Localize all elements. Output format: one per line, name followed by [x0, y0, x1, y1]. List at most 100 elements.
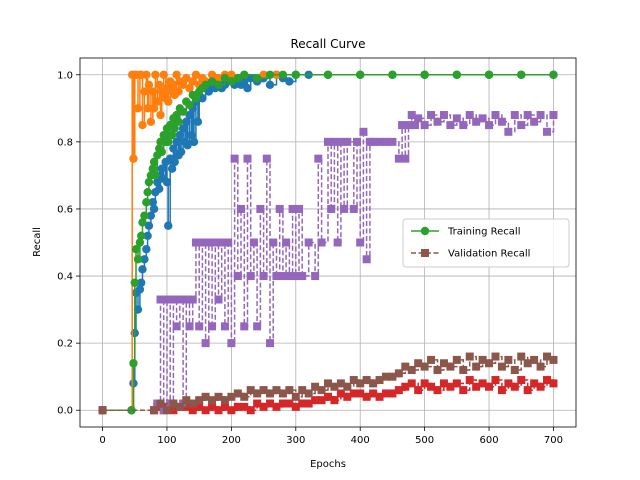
data-point [167, 164, 177, 173]
data-point [233, 402, 242, 411]
data-point [246, 272, 255, 281]
data-point [224, 238, 233, 247]
data-point [465, 376, 474, 385]
x-axis: 0 100 200 300 400 500 600 700 [99, 427, 563, 446]
data-point [140, 87, 149, 96]
data-point [157, 164, 167, 173]
data-point [549, 111, 558, 120]
data-point [156, 110, 165, 120]
data-point [394, 386, 403, 395]
data-point [246, 406, 255, 415]
data-point [517, 352, 526, 361]
data-point [485, 121, 494, 130]
data-point [220, 322, 229, 331]
data-point [401, 382, 410, 391]
data-point [138, 265, 147, 274]
data-point [204, 87, 214, 96]
data-point [291, 272, 300, 281]
data-point [333, 238, 342, 247]
data-point [198, 94, 207, 103]
data-point [465, 111, 474, 120]
data-point [324, 137, 332, 146]
data-point [343, 382, 352, 391]
data-point [324, 379, 332, 388]
legend-item: Validation Recall [411, 249, 530, 260]
data-point [167, 130, 177, 140]
data-point [266, 339, 275, 348]
data-point [478, 114, 487, 123]
data-point [130, 278, 139, 287]
data-point [253, 389, 262, 398]
data-point [211, 238, 220, 247]
data-point [407, 379, 416, 388]
data-point [259, 386, 268, 395]
data-point [543, 352, 552, 361]
data-point [143, 231, 152, 240]
data-point [146, 211, 156, 220]
data-point [127, 406, 136, 415]
data-point [182, 396, 191, 405]
data-point [459, 121, 468, 130]
data-point [135, 285, 145, 294]
data-point [517, 121, 526, 130]
data-point [233, 272, 242, 281]
data-point [394, 369, 403, 378]
data-point [98, 406, 107, 415]
data-point [175, 402, 184, 411]
plot-area [98, 70, 558, 415]
data-point [131, 245, 141, 254]
data-point [143, 187, 152, 197]
data-point [375, 392, 384, 401]
data-point [220, 73, 230, 83]
data-point [317, 386, 326, 395]
data-point [149, 104, 159, 113]
data-point [133, 305, 143, 314]
data-point [201, 406, 210, 415]
legend-item: Training Recall [411, 227, 520, 238]
data-point [240, 77, 249, 86]
data-point [175, 295, 184, 304]
data-point [220, 402, 229, 411]
data-point [133, 255, 143, 264]
data-point [304, 389, 313, 398]
x-tick-label: 0 [99, 435, 105, 446]
data-point [172, 70, 181, 79]
legend: Training Recall Validation Recall [402, 218, 570, 268]
data-point [237, 204, 246, 213]
data-point [148, 164, 157, 173]
data-point [227, 339, 236, 348]
data-point [491, 352, 500, 361]
data-point [162, 406, 171, 415]
data-point [169, 399, 178, 408]
data-point [269, 238, 278, 247]
data-point [185, 322, 194, 331]
data-point [169, 295, 178, 304]
data-point [484, 70, 494, 79]
data-point [414, 114, 423, 123]
data-point [394, 154, 403, 163]
data-point [151, 171, 160, 180]
x-tick-label: 100 [157, 435, 176, 446]
data-point [414, 359, 423, 368]
data-point [517, 376, 526, 385]
data-point [187, 130, 196, 140]
data-point [278, 399, 287, 408]
data-point [220, 396, 229, 405]
data-point [324, 392, 332, 401]
data-point [214, 392, 223, 401]
data-point [369, 137, 378, 146]
data-point [252, 73, 262, 83]
data-point [510, 365, 519, 374]
data-point [172, 137, 181, 147]
data-point [144, 221, 154, 230]
data-point [536, 362, 545, 371]
data-point [259, 70, 268, 79]
data-point [401, 362, 410, 371]
data-point [140, 255, 149, 264]
data-point [523, 359, 532, 368]
data-point [452, 379, 461, 388]
data-point [298, 272, 307, 281]
data-point [233, 389, 242, 398]
data-point [129, 154, 138, 163]
data-point [285, 272, 294, 281]
